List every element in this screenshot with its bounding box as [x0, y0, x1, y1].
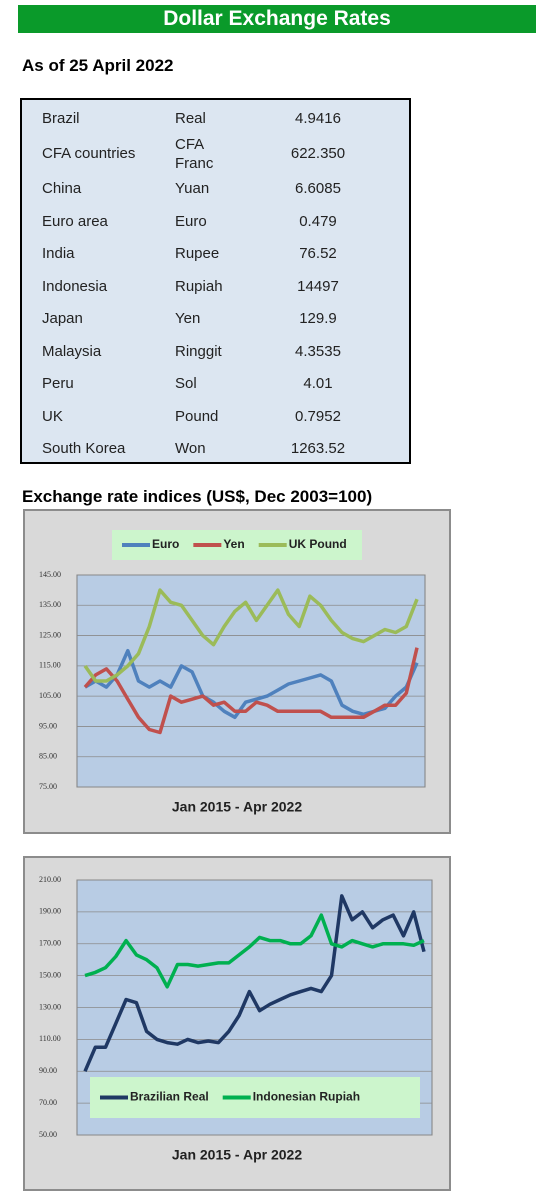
table-cell: Euro area [42, 212, 108, 230]
legend-label: Indonesian Rupiah [253, 1090, 360, 1104]
series-line [83, 588, 419, 683]
table-cell: 4.01 [303, 375, 333, 393]
y-tick-label: 105.00 [39, 691, 61, 700]
series-line [83, 894, 426, 1072]
table-cell: 1263.52 [290, 440, 346, 458]
y-tick-label: 75.00 [39, 782, 57, 791]
legend-label: Brazilian Real [130, 1090, 209, 1104]
y-tick-label: 145.00 [39, 570, 61, 579]
table-cell: 0.7952 [295, 407, 341, 425]
y-tick-label: 110.00 [39, 1034, 61, 1043]
y-tick-label: 190.00 [39, 907, 61, 916]
legend-box [112, 530, 362, 560]
table-cell: Yen [175, 310, 201, 328]
table-cell: Rupee [175, 245, 220, 263]
section-title: Exchange rate indices (US$, Dec 2003=100… [22, 487, 373, 506]
y-tick-label: 50.00 [39, 1130, 57, 1139]
table-cell: Indonesia [42, 277, 108, 295]
table-cell: India [42, 245, 75, 263]
series-line [84, 648, 419, 720]
table-cell: UK [42, 407, 63, 425]
table-row: Euro area Euro 0.479 [42, 205, 403, 238]
table-cell: CFA countries [42, 145, 136, 162]
table-cell: Won [175, 440, 206, 458]
y-tick-label: 170.00 [39, 939, 61, 948]
y-tick-label: 135.00 [39, 600, 61, 609]
table-cell: 622.350 [290, 145, 346, 162]
legend-label: Euro [152, 537, 179, 551]
table-cell: Yuan [175, 180, 210, 198]
table-cell: 0.479 [299, 212, 337, 230]
y-tick-label: 150.00 [39, 970, 61, 979]
table-row: CFA countries CFA Franc 622.350 [42, 135, 403, 173]
table-row: India Rupee 76.52 [42, 238, 403, 271]
series-line [83, 647, 419, 735]
table-cell: Pound [175, 407, 219, 425]
table-cell: 129.9 [299, 310, 337, 328]
y-tick-label: 115.00 [39, 661, 61, 670]
table-cell: China [42, 180, 82, 198]
table-cell: Sol [175, 375, 197, 393]
y-tick-label: 95.00 [39, 721, 57, 730]
x-axis-label: Jan 2015 - Apr 2022 [172, 799, 302, 815]
y-tick-label: 125.00 [39, 630, 61, 639]
table: Brazil Real 4.9416 CFA countries CFA Franc 62… [42, 102, 403, 465]
table-cell: Ringgit [175, 342, 222, 360]
table-cell: 6.6085 [295, 180, 341, 198]
table-row: Indonesia Rupiah 14497 [42, 270, 403, 303]
table-cell: South Korea [42, 440, 126, 458]
table-row: Peru Sol 4.01 [42, 368, 403, 401]
legend-label: Yen [223, 537, 244, 551]
header-title: Dollar Exchange Rates [18, 5, 536, 33]
table-cell: Malaysia [42, 342, 102, 360]
table-row: Malaysia Ringgit 4.3535 [42, 335, 403, 368]
y-tick-label: 210.00 [39, 875, 61, 884]
table-row: Japan Yen 129.9 [42, 303, 403, 336]
table-cell: 76.52 [299, 245, 337, 263]
y-tick-label: 130.00 [39, 1002, 61, 1011]
table-row: Brazil Real 4.9416 [42, 102, 403, 135]
subtitle: As of 25 April 2022 [22, 56, 174, 75]
y-tick-label: 70.00 [39, 1098, 57, 1107]
table-row: China Yuan 6.6085 [42, 173, 403, 206]
table-row: South Korea Won 1263.52 [42, 433, 403, 466]
table-cell: 4.9416 [295, 109, 341, 127]
x-axis-label: Jan 2015 - Apr 2022 [172, 1147, 302, 1163]
table-cell: Peru [42, 375, 74, 393]
legend-label: UK Pound [289, 537, 347, 551]
table-cell: 14497 [297, 277, 339, 295]
table-cell: Brazil [42, 109, 80, 127]
rates-table: Brazil Real 4.9416 CFA countries CFA Franc 62… [20, 98, 411, 464]
legend-box [90, 1077, 420, 1118]
table-row: UK Pound 0.7952 [42, 400, 403, 433]
table-cell: Real [175, 109, 206, 127]
table-cell: 4.3535 [295, 342, 341, 360]
y-tick-label: 90.00 [39, 1066, 57, 1075]
series-line [84, 913, 425, 989]
table-cell: CFA Franc [175, 135, 214, 172]
y-tick-label: 85.00 [39, 752, 57, 761]
plot-area [76, 574, 426, 788]
table-cell: Euro [175, 212, 207, 230]
table-cell: Rupiah [175, 277, 223, 295]
table-cell: Japan [42, 310, 83, 328]
